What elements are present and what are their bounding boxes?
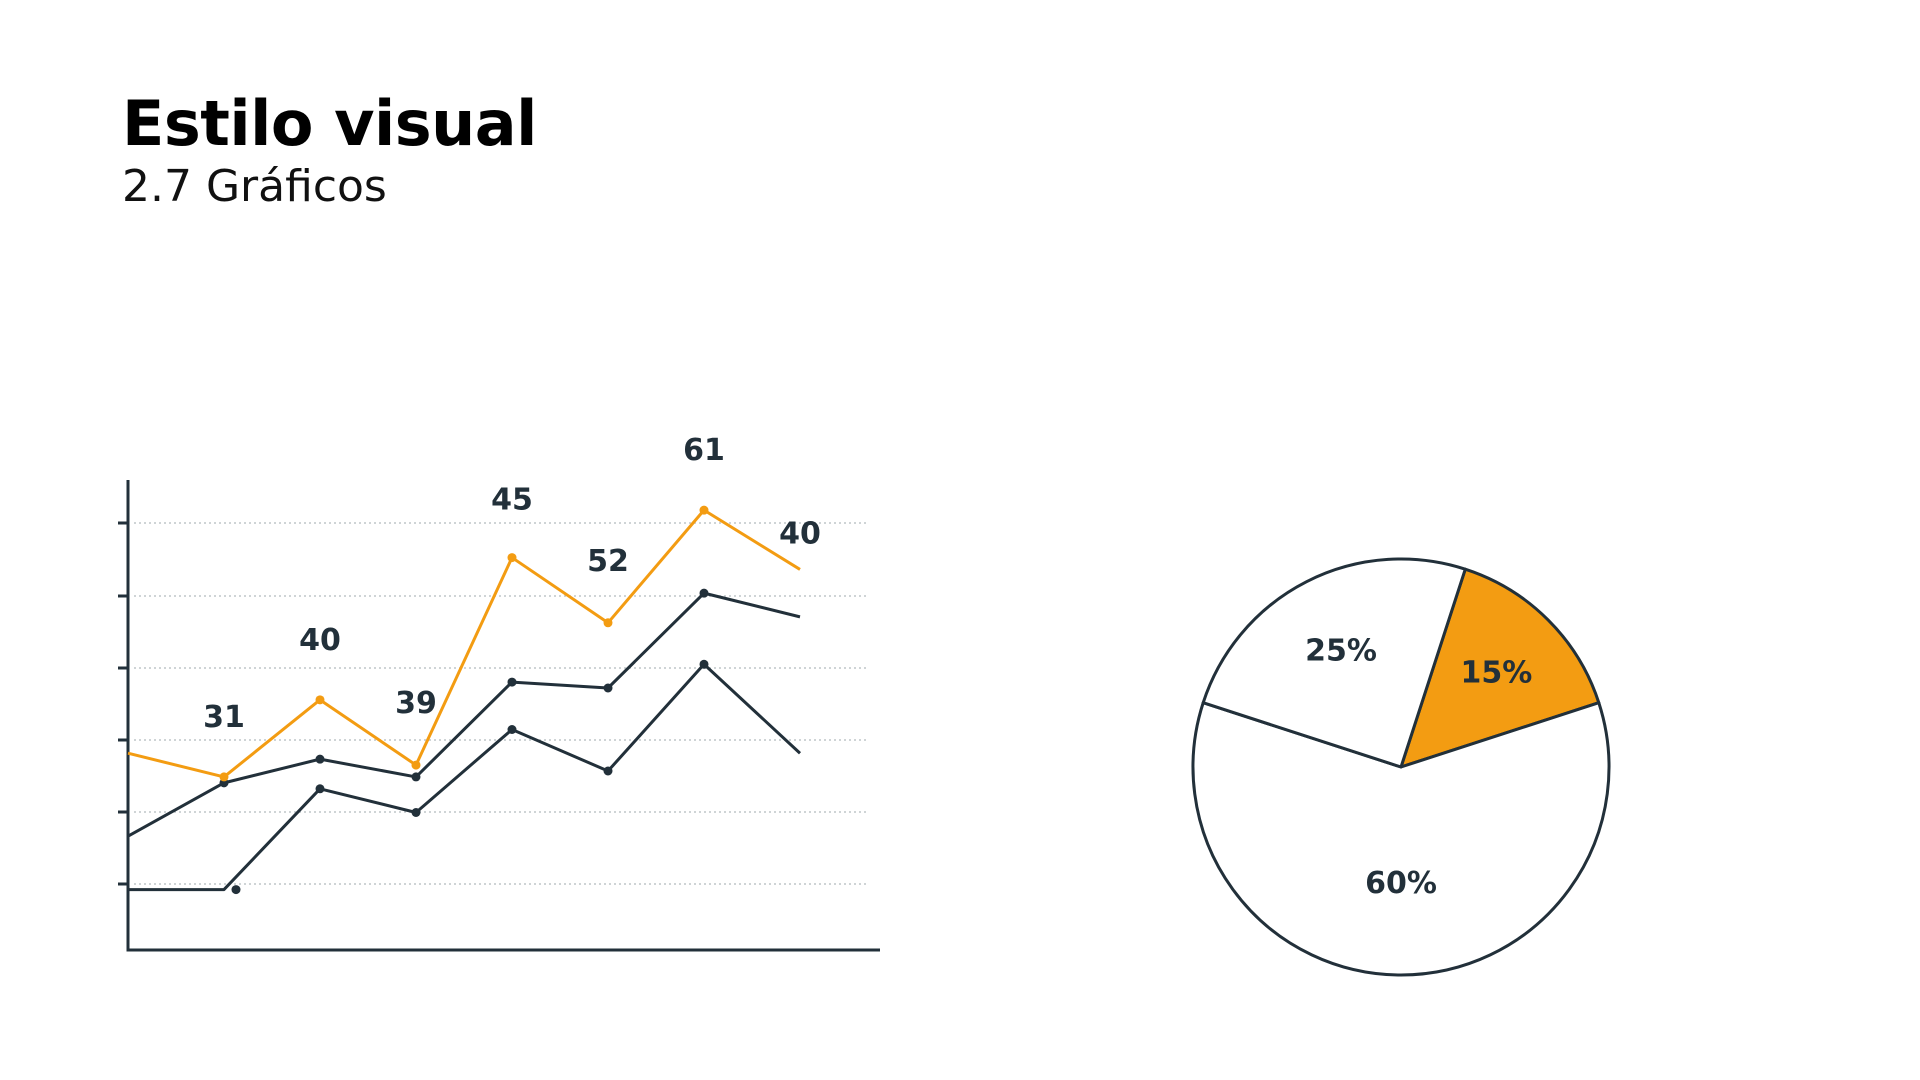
pie-label: 60% [1365,866,1437,901]
data-point [507,553,517,563]
data-point [411,808,421,817]
data-point [603,766,613,776]
data-point [315,784,325,794]
data-label: 45 [491,483,533,518]
data-label: 52 [587,544,629,579]
data-point [603,618,613,628]
data-point [315,754,325,764]
page-title: Estilo visual [122,87,537,160]
series-line-2 [128,662,802,892]
data-point [219,772,229,782]
data-label: 31 [203,700,245,735]
line-chart-series [127,505,802,895]
line-chart-data-labels: 31 40 39 45 52 61 40 [203,433,821,735]
data-point [411,772,421,782]
series-line-1 [127,591,801,838]
line-chart-axes [118,480,880,952]
data-label: 39 [395,686,437,721]
data-point [507,677,517,687]
series-line-0 [127,508,801,779]
pie-label: 15% [1461,656,1533,691]
pie-label: 25% [1305,633,1377,668]
data-point [411,760,421,770]
data-point [699,588,709,598]
line-chart: 31 40 39 45 52 61 40 [118,433,880,952]
pie-slices [1191,557,1611,977]
pie-labels: 15% 60% 25% [1305,633,1532,901]
pie-slice [1201,557,1467,769]
data-point [315,695,325,705]
data-point [699,505,709,515]
line-chart-grid [134,522,866,885]
data-point [699,659,709,669]
data-point [603,683,613,693]
pie-chart: 15% 60% 25% [1191,557,1611,977]
data-label: 61 [683,433,725,468]
data-label: 40 [779,516,821,551]
page-subtitle: 2.7 Gráficos [122,161,387,212]
data-point [507,725,517,734]
pie-slice [1191,701,1611,977]
data-point [231,885,241,895]
data-label: 40 [299,623,341,658]
